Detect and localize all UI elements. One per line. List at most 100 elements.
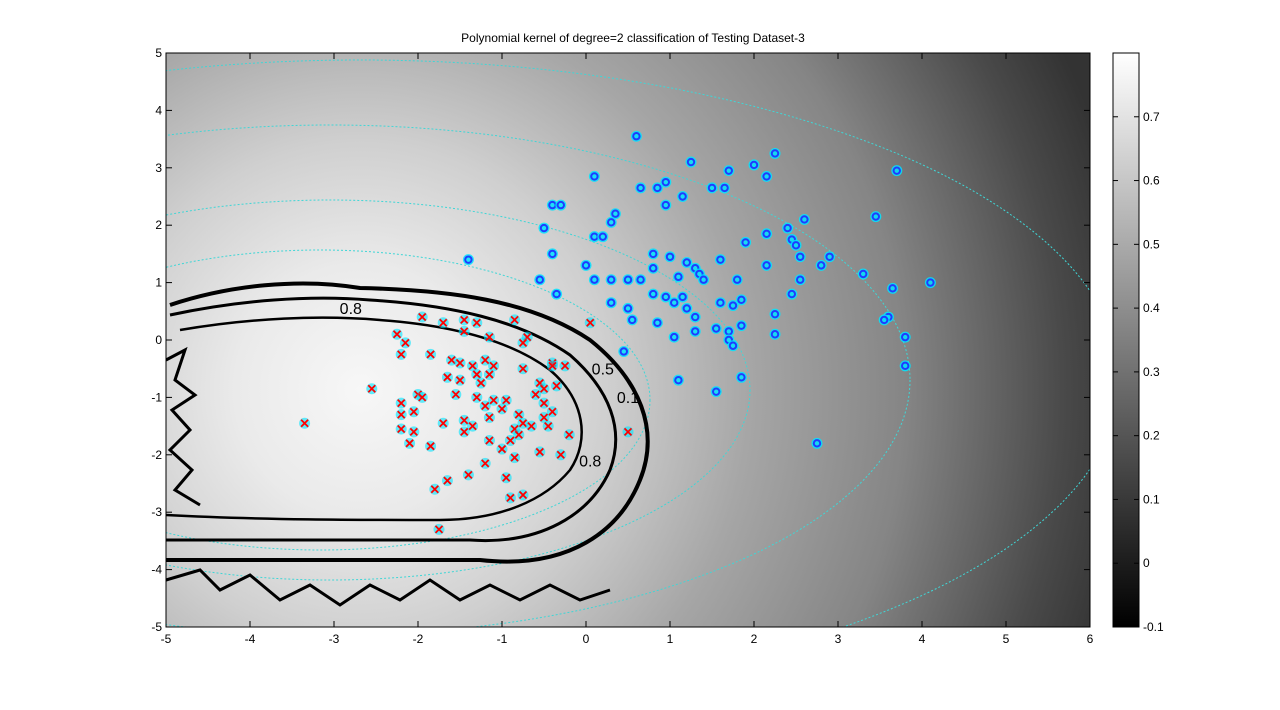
x-tick-label: 6 [1087,632,1094,646]
data-point-circle [535,275,544,284]
contour-thick-1 [166,281,650,564]
data-point-cross [430,485,439,494]
data-point-circle [678,292,687,302]
data-point-circle [653,318,662,327]
colorbar-tick-label: 0.7 [1143,110,1160,124]
data-point-circle [607,275,616,284]
data-point-circle [712,324,721,333]
series-crosses [299,311,634,535]
data-point-cross [485,413,494,422]
data-point-circle [770,309,780,319]
data-point-circle [649,264,658,273]
data-point-cross [497,444,507,454]
data-point-cross [514,410,523,419]
data-point-circle [787,289,796,299]
data-point-circle [649,289,658,299]
data-point-cross [518,364,528,373]
data-point-circle [712,387,721,396]
data-point-cross [443,476,452,485]
y-tick-label: 0 [155,333,162,347]
data-point-cross [481,459,490,468]
data-point-cross [527,421,536,431]
data-point-cross [443,373,452,382]
data-point-circle [737,373,746,382]
colorbar-tick-label: 0.1 [1143,492,1160,506]
data-point-cross [548,407,557,416]
data-point-circle [796,252,805,261]
data-point-cross [426,442,435,451]
data-point-circle [619,347,628,356]
data-point-cross [489,361,498,370]
data-point-circle [590,172,599,181]
data-point-cross [418,312,427,322]
data-point-cross [489,396,498,405]
data-point-cross [586,318,595,327]
data-point-circle [632,132,641,141]
colorbar-tick-label: 0.6 [1143,174,1160,188]
data-point-circle [636,183,645,193]
y-tick-label: -5 [151,620,162,634]
x-tick-label: 2 [751,632,758,646]
data-point-cross [510,453,519,462]
data-point-cross [472,370,481,379]
data-point-circle [770,330,780,339]
data-point-cross [481,355,490,365]
x-tick-label: -1 [497,632,508,646]
data-point-cross [472,318,481,327]
contour-thick-noise-left [166,346,201,507]
data-point-cross [502,396,511,405]
data-point-cross [468,361,477,370]
contour-label: 0.1 [617,390,639,407]
data-point-cross [552,381,561,391]
data-point-cross [560,361,570,370]
data-point-cross [468,421,477,431]
data-point-cross [485,370,494,379]
colorbar-tick-label: 0.5 [1143,237,1160,251]
data-point-cross [439,318,448,327]
colorbar-tick-label: 0.2 [1143,429,1160,443]
data-point-circle [720,183,729,193]
data-point-cross [539,399,549,408]
data-point-circle [741,238,750,247]
y-tick-label: 4 [155,103,162,117]
colorbar-tick-label: -0.1 [1143,620,1164,634]
data-point-circle [926,278,935,287]
x-tick-label: 1 [667,632,674,646]
data-point-cross [623,427,633,436]
data-point-circle [556,200,565,210]
data-point-circle [716,298,725,307]
data-point-cross [510,315,519,325]
data-point-cross [460,327,469,336]
data-point-cross [439,419,448,428]
data-point-cross [405,439,414,448]
contour-mid [166,124,911,627]
contour-thick-3 [166,316,583,522]
contour-label: 0.8 [579,453,601,470]
data-point-circle [737,321,746,330]
contour-core [166,249,651,551]
data-point-cross [497,404,507,414]
data-point-circle [699,275,708,284]
data-point-circle [661,200,670,210]
data-point-cross [392,330,402,339]
data-point-circle [888,284,897,293]
colorbar-tick-label: 0.3 [1143,365,1160,379]
data-point-circle [636,275,645,284]
data-point-cross [460,315,469,325]
data-point-cross [539,413,549,422]
data-point-cross [418,393,427,402]
data-point-cross [485,332,494,342]
data-point-circle [548,249,557,259]
data-point-circle [607,218,616,227]
data-point-circle [817,261,826,270]
y-tick-label: 5 [155,46,162,60]
contour-layer [166,59,1090,627]
contour-label: 0.8 [340,301,362,318]
data-point-cross [397,399,406,408]
series-circles [462,130,936,449]
data-point-circle [791,241,801,250]
data-point-circle [707,183,717,193]
data-point-circle [665,252,675,261]
data-point-circle [628,315,637,325]
data-point-circle [892,166,901,175]
